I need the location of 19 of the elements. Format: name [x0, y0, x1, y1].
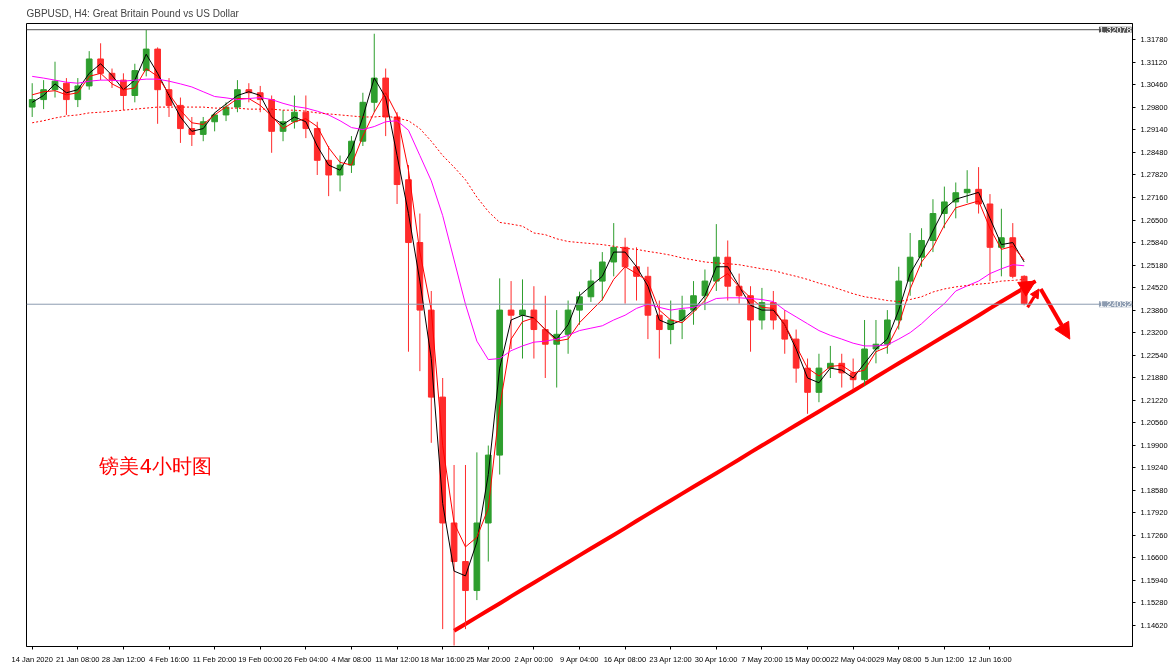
candlestick: [963, 169, 971, 204]
candlestick: [701, 268, 709, 311]
line-series: [452, 279, 1038, 633]
candlestick: [906, 232, 914, 297]
candlestick: [918, 227, 925, 268]
candlestick: [655, 300, 663, 360]
candlestick: [28, 82, 36, 118]
candlestick: [530, 285, 538, 360]
candlestick: [97, 42, 104, 81]
annotation: 镑美4小时图: [98, 453, 213, 478]
candlestick: [678, 295, 686, 340]
ref-line-label: 1.24032: [1098, 299, 1132, 310]
candlestick: [598, 251, 606, 302]
ref-line-label: 1.32078: [1098, 24, 1132, 35]
candlestick: [507, 280, 515, 350]
candlestick: [952, 181, 960, 219]
candlestick: [519, 278, 526, 360]
chart-title: GBPUSD, H4: Great Britain Pound vs US Dollar: [26, 7, 240, 19]
candlestick: [587, 268, 595, 303]
